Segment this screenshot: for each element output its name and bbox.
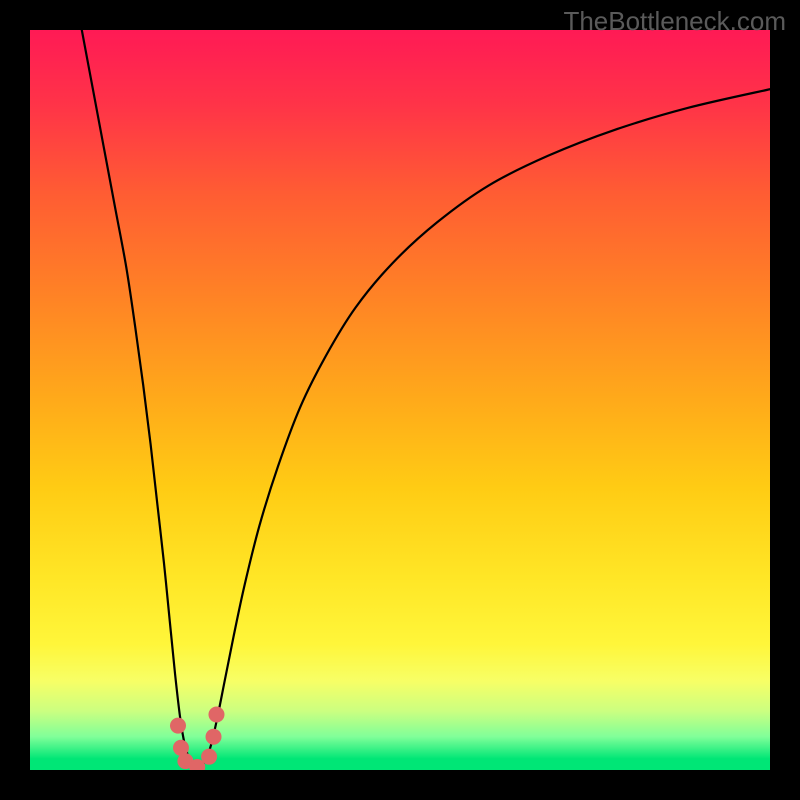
watermark-text: TheBottleneck.com — [563, 6, 786, 37]
curve-left — [82, 30, 197, 769]
bottleneck-marker — [208, 707, 224, 723]
bottleneck-marker — [170, 718, 186, 734]
bottleneck-marker — [201, 749, 217, 765]
chart-container: TheBottleneck.com — [0, 0, 800, 800]
curve-right — [197, 89, 770, 768]
bottleneck-marker — [206, 729, 222, 745]
curve-overlay — [0, 0, 800, 800]
